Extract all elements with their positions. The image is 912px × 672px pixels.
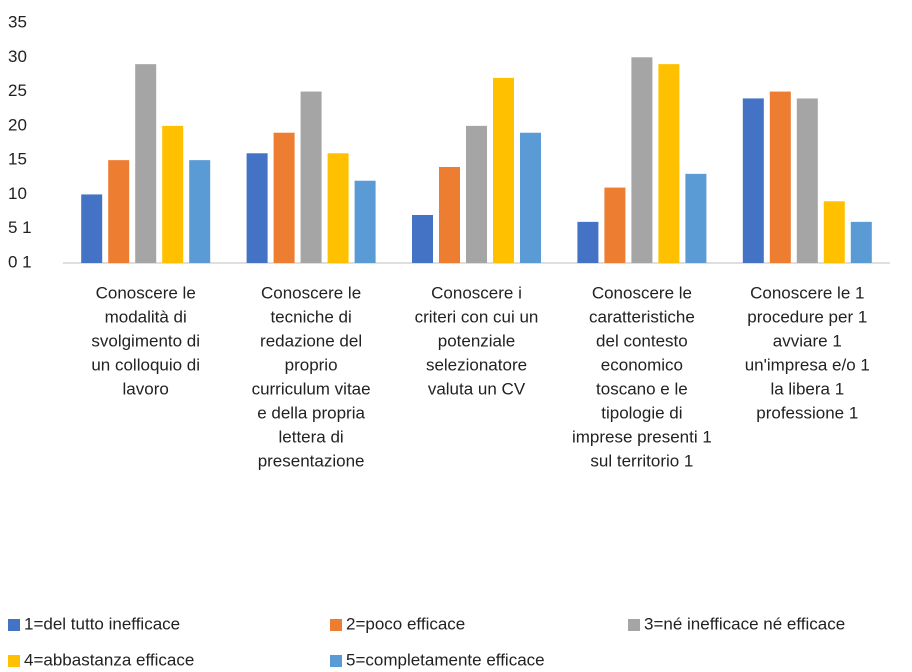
bar	[823, 201, 845, 263]
legend-label: 3=né inefficace né efficace	[644, 614, 845, 633]
x-tick-label: proprio	[285, 355, 338, 374]
bar	[108, 160, 130, 263]
x-tick-label: la libera 1	[770, 379, 844, 398]
x-tick-label: imprese presenti 1	[572, 427, 712, 446]
bar	[327, 153, 349, 263]
bar	[81, 194, 103, 263]
x-tick-label: avviare 1	[773, 331, 842, 350]
bar	[273, 132, 295, 263]
bar	[466, 125, 487, 263]
x-tick-label: caratteristiche	[589, 307, 695, 326]
y-tick-label: 5 1	[8, 218, 32, 237]
x-tick-label: sul territorio 1	[590, 451, 693, 470]
x-tick-label: procedure per 1	[747, 307, 867, 326]
legend-swatch	[330, 655, 342, 667]
x-tick-label: professione 1	[756, 403, 858, 422]
bar	[189, 160, 211, 263]
bar	[658, 64, 680, 264]
x-tick-label: un colloquio di	[91, 355, 200, 374]
x-tick-label: lavoro	[123, 379, 169, 398]
bar	[300, 91, 322, 263]
y-tick-label: 20	[8, 115, 27, 134]
bar	[439, 167, 460, 263]
x-tick-label: tecniche di	[270, 307, 351, 326]
x-tick-label: Conoscere le	[96, 283, 196, 302]
legend-swatch	[330, 619, 342, 631]
x-tick-label: Conoscere le	[592, 283, 692, 302]
y-tick-label: 35	[8, 12, 27, 31]
x-tick-label: tipologie di	[601, 403, 682, 422]
x-tick-label: valuta un CV	[428, 379, 526, 398]
bar	[412, 215, 433, 263]
bar	[850, 221, 872, 263]
x-tick-label: curriculum vitae	[252, 379, 371, 398]
legend-label: 5=completamente efficace	[346, 650, 545, 669]
bar	[246, 153, 268, 263]
x-tick-label: criteri con cui un	[415, 307, 539, 326]
bar	[354, 180, 376, 263]
y-tick-label: 10	[8, 184, 27, 203]
bar	[162, 125, 184, 263]
x-tick-label: toscano e le	[596, 379, 688, 398]
legend-label: 4=abbastanza efficace	[24, 650, 194, 669]
bar	[493, 77, 514, 263]
y-tick-label: 30	[8, 47, 27, 66]
x-tick-label: selezionatore	[426, 355, 527, 374]
x-tick-label: del contesto	[596, 331, 688, 350]
x-tick-label: svolgimento di	[91, 331, 200, 350]
x-tick-label: presentazione	[258, 451, 365, 470]
legend-swatch	[8, 619, 20, 631]
legend-label: 1=del tutto inefficace	[24, 614, 180, 633]
bar	[604, 187, 626, 263]
bar	[769, 91, 791, 263]
legend-swatch	[8, 655, 20, 667]
bar	[135, 64, 157, 264]
x-tick-label: modalità di	[105, 307, 187, 326]
bar	[796, 98, 818, 263]
y-tick-label: 0 1	[8, 252, 32, 271]
x-tick-label: Conoscere le 1	[750, 283, 864, 302]
bar	[520, 132, 541, 263]
y-tick-label: 25	[8, 81, 27, 100]
bar	[577, 221, 599, 263]
x-tick-label: e della propria	[257, 403, 365, 422]
x-tick-label: potenziale	[438, 331, 516, 350]
x-tick-label: Conoscere le	[261, 283, 361, 302]
x-tick-label: redazione del	[260, 331, 362, 350]
legend-swatch	[628, 619, 640, 631]
x-tick-label: Conoscere i	[431, 283, 522, 302]
bar	[742, 98, 764, 263]
x-tick-label: un'impresa e/o 1	[745, 355, 870, 374]
bar	[631, 57, 653, 264]
legend-label: 2=poco efficace	[346, 614, 465, 633]
bar	[685, 173, 707, 263]
x-tick-label: lettera di	[278, 427, 343, 446]
y-tick-label: 15	[8, 150, 27, 169]
x-tick-label: economico	[601, 355, 683, 374]
